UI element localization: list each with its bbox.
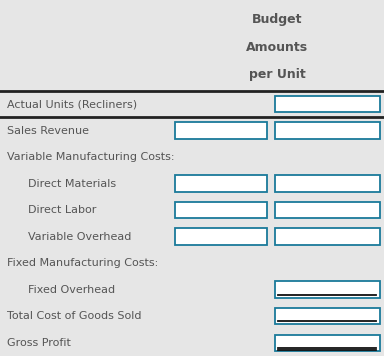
Text: Total Cost of Goods Sold: Total Cost of Goods Sold (7, 311, 141, 321)
Bar (175, 202, 267, 218)
Text: Direct Labor: Direct Labor (28, 205, 96, 215)
Text: Fixed Manufacturing Costs:: Fixed Manufacturing Costs: (7, 258, 158, 268)
Text: Variable Manufacturing Costs:: Variable Manufacturing Costs: (7, 152, 174, 162)
Text: Fixed Overhead: Fixed Overhead (28, 285, 115, 295)
Text: Gross Profit: Gross Profit (7, 338, 71, 348)
Bar (275, 122, 380, 139)
Bar (275, 229, 380, 245)
Bar (275, 308, 380, 324)
Bar (175, 229, 267, 245)
Bar (275, 202, 380, 218)
Text: Amounts: Amounts (247, 41, 308, 54)
Bar (275, 96, 380, 112)
Bar (275, 282, 380, 298)
Bar (175, 176, 267, 192)
Bar (275, 176, 380, 192)
Text: Sales Revenue: Sales Revenue (7, 126, 89, 136)
Text: per Unit: per Unit (249, 68, 306, 81)
Text: Actual Units (Recliners): Actual Units (Recliners) (7, 99, 137, 109)
Bar (0, 0, 384, 91)
Text: Variable Overhead: Variable Overhead (28, 232, 131, 242)
Bar (175, 122, 267, 139)
Text: Direct Materials: Direct Materials (28, 179, 116, 189)
Bar (275, 335, 380, 351)
Text: Budget: Budget (252, 14, 303, 26)
